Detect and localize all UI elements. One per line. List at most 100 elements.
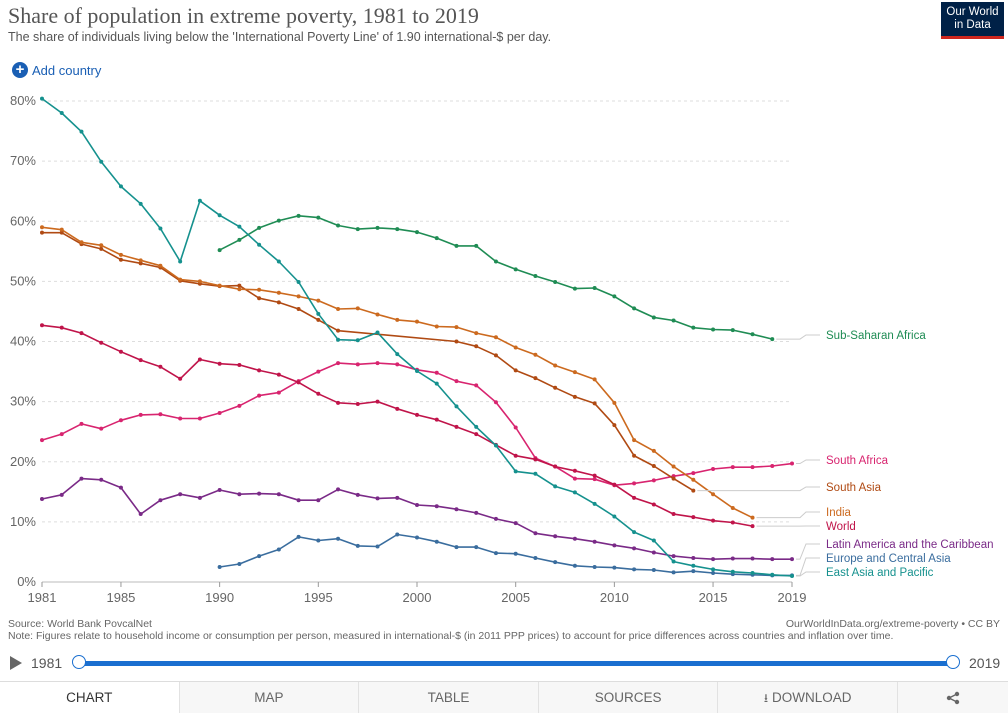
data-point xyxy=(691,556,695,560)
series-label[interactable]: Sub-Saharan Africa xyxy=(826,330,926,342)
tab-table[interactable]: TABLE xyxy=(358,682,538,713)
data-point xyxy=(533,472,537,476)
data-point xyxy=(356,402,360,406)
data-point xyxy=(356,544,360,548)
data-point xyxy=(514,368,518,372)
data-point xyxy=(395,352,399,356)
data-point xyxy=(474,511,478,515)
data-point xyxy=(139,202,143,206)
data-point xyxy=(454,244,458,248)
data-point xyxy=(711,567,715,571)
y-tick-label: 70% xyxy=(10,153,36,168)
series-line[interactable] xyxy=(42,227,753,517)
data-point xyxy=(198,416,202,420)
timeline-track[interactable] xyxy=(79,661,953,666)
tab-map[interactable]: MAP xyxy=(179,682,359,713)
series-line[interactable] xyxy=(42,363,792,485)
data-point xyxy=(277,373,281,377)
data-point xyxy=(99,247,103,251)
data-point xyxy=(336,537,340,541)
credit-link[interactable]: OurWorldInData.org/extreme-poverty • CC … xyxy=(786,618,1000,630)
tab-chart[interactable]: CHART xyxy=(0,682,179,713)
series-label[interactable]: Latin America and the Caribbean xyxy=(826,539,994,551)
data-point xyxy=(178,492,182,496)
data-point xyxy=(474,545,478,549)
series-line[interactable] xyxy=(220,216,773,339)
data-point xyxy=(593,502,597,506)
timeline-end-handle[interactable] xyxy=(946,655,960,669)
data-point xyxy=(297,535,301,539)
data-point xyxy=(237,363,241,367)
data-point xyxy=(158,412,162,416)
data-point xyxy=(672,560,676,564)
series-label[interactable]: India xyxy=(826,507,852,519)
data-point xyxy=(632,454,636,458)
data-point xyxy=(218,488,222,492)
series-label[interactable]: South Africa xyxy=(826,455,889,467)
data-point xyxy=(336,338,340,342)
data-point xyxy=(198,358,202,362)
tab-download[interactable]: ⭳DOWNLOAD xyxy=(717,682,897,713)
data-point xyxy=(751,332,755,336)
data-point xyxy=(632,306,636,310)
timeline-start-handle[interactable] xyxy=(72,655,86,669)
data-point xyxy=(198,199,202,203)
note-text: Note: Figures relate to household income… xyxy=(8,630,893,642)
data-point xyxy=(672,512,676,516)
data-point xyxy=(652,551,656,555)
data-point xyxy=(711,492,715,496)
data-point xyxy=(79,477,83,481)
data-point xyxy=(494,335,498,339)
data-point xyxy=(454,425,458,429)
data-point xyxy=(119,418,123,422)
series-label[interactable]: East Asia and Pacific xyxy=(826,567,934,579)
data-point xyxy=(218,565,222,569)
data-point xyxy=(376,226,380,230)
label-connector xyxy=(796,460,820,464)
data-point xyxy=(218,248,222,252)
tab-sources[interactable]: SOURCES xyxy=(538,682,718,713)
data-point xyxy=(652,464,656,468)
series-line[interactable] xyxy=(42,479,792,560)
timeline-slider[interactable]: 1981 2019 xyxy=(0,650,1008,676)
data-point xyxy=(573,490,577,494)
data-point xyxy=(119,184,123,188)
series-line[interactable] xyxy=(220,535,792,576)
data-point xyxy=(395,407,399,411)
data-point xyxy=(652,568,656,572)
data-point xyxy=(79,331,83,335)
data-point xyxy=(612,514,616,518)
data-point xyxy=(632,496,636,500)
data-point xyxy=(731,328,735,332)
series-label[interactable]: World xyxy=(826,521,856,533)
play-icon[interactable] xyxy=(10,656,22,670)
data-point xyxy=(612,566,616,570)
data-point xyxy=(612,423,616,427)
data-point xyxy=(237,225,241,229)
x-tick-label: 1990 xyxy=(205,590,234,605)
data-point xyxy=(395,533,399,537)
share-button[interactable] xyxy=(897,682,1008,713)
data-point xyxy=(751,465,755,469)
y-tick-label: 50% xyxy=(10,273,36,288)
data-point xyxy=(395,362,399,366)
data-point xyxy=(573,287,577,291)
data-point xyxy=(691,569,695,573)
data-point xyxy=(395,227,399,231)
data-point xyxy=(731,570,735,574)
series-label[interactable]: Europe and Central Asia xyxy=(826,553,951,565)
series-lines xyxy=(40,97,794,578)
data-point xyxy=(652,502,656,506)
data-point xyxy=(514,346,518,350)
data-point xyxy=(40,231,44,235)
data-point xyxy=(454,340,458,344)
data-point xyxy=(415,320,419,324)
data-point xyxy=(99,427,103,431)
data-point xyxy=(237,284,241,288)
data-point xyxy=(139,258,143,262)
series-label[interactable]: South Asia xyxy=(826,482,882,494)
data-point xyxy=(257,368,261,372)
data-point xyxy=(632,567,636,571)
data-point xyxy=(731,506,735,510)
chart-tabs: CHART MAP TABLE SOURCES ⭳DOWNLOAD xyxy=(0,681,1008,713)
